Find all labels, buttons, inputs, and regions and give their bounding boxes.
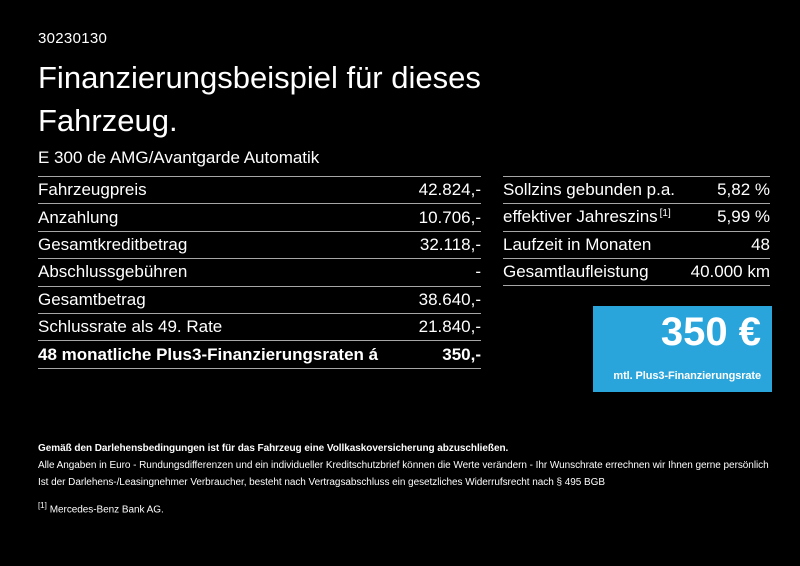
row-value: 42.824,- — [418, 180, 481, 200]
conditions-table: Sollzins gebunden p.a. 5,82 % effektiver… — [503, 176, 770, 286]
row-label: Gesamtlaufleistung — [503, 261, 649, 281]
row-value: - — [475, 262, 481, 282]
footnote-ref: [1] Mercedes-Benz Bank AG. — [38, 497, 778, 518]
rate-amount: 350 € — [660, 310, 761, 354]
row-label: Fahrzeugpreis — [38, 180, 147, 200]
row-value: 40.000 km — [690, 261, 770, 281]
row-label: Laufzeit in Monaten — [503, 234, 652, 254]
row-label: 48 monatliche Plus3-Finanzierungsraten á — [38, 344, 379, 364]
footnote-general: Alle Angaben in Euro - Rundungsdifferenz… — [38, 460, 769, 471]
row-label: Anzahlung — [38, 207, 119, 227]
footnotes: Gemäß den Darlehensbedingungen ist für d… — [38, 440, 778, 518]
monthly-rate-box: 350 € mtl. Plus3-Finanzierungsrate — [593, 306, 772, 392]
row-label: Abschlussgebühren — [38, 262, 188, 282]
row-value: 21.840,- — [418, 317, 481, 337]
table-row: Schlussrate als 49. Rate 21.840,- — [38, 312, 481, 340]
footnote-marker: [1] — [659, 207, 671, 219]
table-row: Sollzins gebunden p.a. 5,82 % — [503, 176, 770, 203]
footnote-insurance: Gemäß den Darlehensbedingungen ist für d… — [38, 443, 509, 454]
row-label: Schlussrate als 49. Rate — [38, 317, 223, 337]
row-label: Gesamtbetrag — [38, 289, 146, 309]
row-value: 350,- — [442, 344, 481, 364]
row-value: 5,99 % — [717, 207, 770, 227]
row-value: 38.640,- — [418, 289, 481, 309]
row-value: 32.118,- — [419, 234, 481, 254]
row-label: Sollzins gebunden p.a. — [503, 180, 676, 200]
table-row: Gesamtkreditbetrag 32.118,- — [38, 230, 481, 258]
page-title: Finanzierungsbeispiel für dieses Fahrzeu… — [38, 60, 481, 138]
footnote-ref-text: Mercedes-Benz Bank AG. — [49, 504, 164, 516]
row-label: Gesamtkreditbetrag — [38, 234, 188, 254]
vehicle-name: E 300 de AMG/Avantgarde Automatik — [38, 148, 320, 167]
table-row: Laufzeit in Monaten 48 — [503, 230, 770, 258]
table-row-monthly-rate: 48 monatliche Plus3-Finanzierungsraten á… — [38, 340, 481, 367]
doc-number: 30230130 — [38, 30, 108, 47]
row-value: 10.706,- — [418, 207, 481, 227]
table-row: effektiver Jahreszins [1] 5,99 % — [503, 203, 770, 230]
row-value: 5,82 % — [717, 180, 770, 200]
footnote-ref-marker: [1] — [38, 501, 47, 510]
table-row: Gesamtlaufleistung 40.000 km — [503, 257, 770, 285]
table-row: Gesamtbetrag 38.640,- — [38, 285, 481, 313]
row-value: 48 — [751, 234, 770, 254]
rate-caption: mtl. Plus3-Finanzierungsrate — [613, 370, 761, 382]
finance-table: Fahrzeugpreis 42.824,- Anzahlung 10.706,… — [38, 176, 481, 369]
table-row: Fahrzeugpreis 42.824,- — [38, 176, 481, 203]
table-row: Anzahlung 10.706,- — [38, 203, 481, 230]
row-label: effektiver Jahreszins [1] — [503, 207, 671, 227]
table-row: Abschlussgebühren - — [38, 258, 481, 285]
footnote-withdrawal: Ist der Darlehens-/Leasingnehmer Verbrau… — [38, 477, 605, 488]
